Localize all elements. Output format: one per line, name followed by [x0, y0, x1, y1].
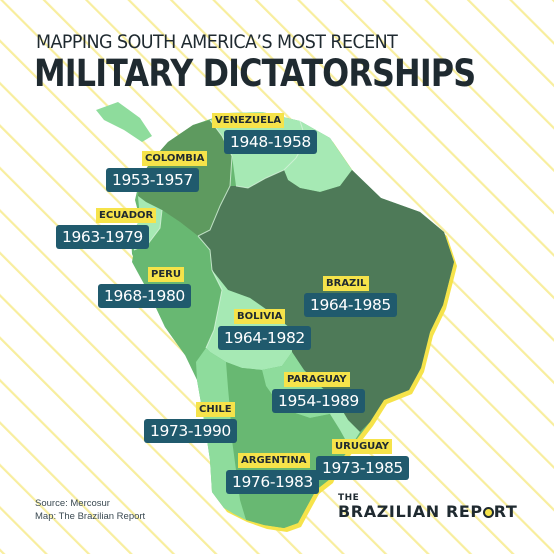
central-america-shape: [96, 102, 152, 142]
brand-name-part2: RT: [493, 502, 518, 521]
guianas-shape: [284, 121, 352, 192]
brand-name-part1: BRAZILIAN REP: [338, 502, 483, 521]
years-badge: 1953-1957: [106, 168, 199, 192]
map-credit-line: Map: The Brazilian Report: [35, 511, 146, 522]
country-name: VENEZUELA: [212, 113, 285, 128]
years-badge: 1964-1982: [218, 326, 311, 350]
country-name: ARGENTINA: [238, 453, 310, 468]
country-name: COLOMBIA: [142, 151, 208, 166]
years-badge: 1964-1985: [304, 293, 397, 317]
years-badge: 1973-1985: [316, 456, 409, 480]
source-line: Source: Mercosur: [35, 498, 110, 509]
years-badge: 1968-1980: [98, 284, 191, 308]
country-name: PARAGUAY: [284, 372, 350, 387]
brand-o-circle-icon: [482, 507, 494, 518]
source-note: Source: Mercosur Map: The Brazilian Repo…: [35, 497, 145, 523]
country-name: BRAZIL: [323, 276, 370, 291]
brand-the: THE: [338, 493, 360, 503]
brand-name: BRAZILIAN REP RT: [338, 503, 517, 521]
country-name: PERU: [148, 267, 184, 282]
years-badge: 1954-1989: [272, 389, 365, 413]
brand-logo: THE BRAZILIAN REP RT: [338, 494, 517, 521]
country-name: BOLIVIA: [234, 309, 286, 324]
years-badge: 1963-1979: [56, 225, 149, 249]
years-badge: 1976-1983: [226, 470, 319, 494]
title-line-2: MILITARY DICTATORSHIPS: [34, 52, 476, 95]
years-badge: 1948-1958: [224, 130, 317, 154]
title-line-1: MAPPING SOUTH AMERICA’S MOST RECENT: [36, 31, 398, 53]
country-name: URUGUAY: [332, 439, 392, 454]
country-name: CHILE: [196, 402, 235, 417]
years-badge: 1973-1990: [144, 419, 237, 443]
country-name: ECUADOR: [96, 208, 157, 223]
